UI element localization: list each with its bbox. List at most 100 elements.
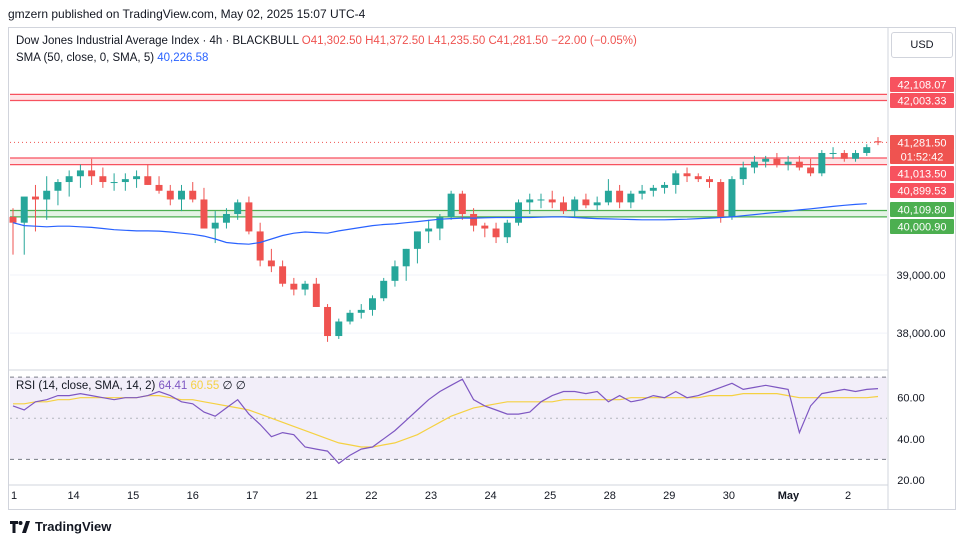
candle-body — [526, 199, 534, 203]
candle-body — [818, 152, 826, 174]
candle-body — [784, 161, 792, 165]
candle-body — [852, 152, 860, 159]
candle-body — [380, 280, 388, 299]
sma-legend[interactable]: SMA (50, close, 0, SMA, 5) 40,226.58 — [16, 52, 208, 64]
price-labels: 42,108.07 42,003.33 41,281.50 01:52:42 41,01… — [890, 77, 954, 234]
candle-body — [133, 176, 141, 180]
resistance-price-label-bg — [890, 77, 954, 92]
support-price-label-bg — [890, 202, 954, 217]
candle-body — [88, 170, 96, 177]
sma-label: SMA (50, close, 0, SMA, 5) — [16, 52, 155, 64]
candle-body — [672, 173, 680, 185]
candle-body — [121, 179, 129, 183]
candle-body — [863, 147, 871, 153]
candle-body — [773, 158, 781, 165]
time-tick-label: 25 — [544, 490, 556, 502]
rsi-sma-value: 60.55 — [190, 380, 220, 392]
candle-body — [582, 199, 590, 206]
candle-body — [166, 190, 174, 200]
close-value: C41,281.50 — [488, 35, 548, 47]
resistance-price-label: 41,013.50 — [898, 169, 947, 181]
candle-body — [436, 216, 444, 229]
chart-frame — [8, 27, 956, 510]
candle-body — [616, 190, 624, 203]
low-value: L41,235.50 — [427, 35, 486, 47]
rsi-legend[interactable]: RSI (14, close, SMA, 14, 2) 64.41 60.55 … — [16, 378, 246, 392]
candle-body — [571, 199, 579, 212]
main-legend: Dow Jones Industrial Average Index · 4h … — [16, 35, 637, 47]
candle-body — [99, 176, 107, 183]
time-tick-label: 21 — [306, 490, 318, 502]
candle-body — [548, 199, 556, 203]
high-value: H41,372.50 — [365, 35, 425, 47]
rsi-label: RSI (14, close, SMA, 14, 2) — [16, 380, 156, 392]
candle-body — [20, 196, 28, 223]
candle-body — [458, 193, 466, 214]
candle-body — [795, 161, 803, 168]
candle-body — [807, 167, 815, 174]
candle-body — [76, 170, 84, 177]
publisher-line: gmzern published on TradingView.com, May… — [8, 7, 366, 21]
candle-body — [144, 176, 152, 185]
candle-body — [706, 179, 713, 183]
candle-body — [649, 187, 657, 191]
candle-body — [537, 199, 545, 201]
candle-body — [245, 202, 253, 232]
tradingview-logo[interactable]: TradingView — [10, 519, 111, 534]
candle-body — [211, 222, 219, 229]
symbol-title: Dow Jones Industrial Average Index · 4h … — [16, 35, 299, 47]
open-value: O41,302.50 — [301, 35, 362, 47]
brand-name: TradingView — [35, 519, 112, 534]
time-tick-label: 24 — [484, 490, 496, 502]
candle-body — [503, 222, 511, 238]
time-tick-label: 2 — [845, 490, 851, 502]
candle-body — [447, 193, 455, 217]
candle-body — [335, 321, 343, 337]
candle-body — [155, 184, 163, 191]
price-tick-label: 38,000.00 — [897, 328, 946, 340]
resistance-zone — [10, 94, 887, 101]
time-tick-label: 23 — [425, 490, 437, 502]
candle-body — [368, 298, 376, 310]
candle-body — [279, 266, 287, 284]
candle-body — [717, 182, 725, 217]
candle-body — [357, 309, 365, 313]
candle-body — [267, 260, 275, 267]
candle-body — [515, 202, 523, 223]
last-price-label-bg — [890, 135, 954, 150]
resistance-price-label-bg — [890, 166, 954, 181]
candle-body — [593, 202, 601, 206]
candle-body — [189, 190, 197, 200]
candle-body — [840, 152, 848, 159]
sma-line — [12, 203, 867, 245]
candle-body — [683, 173, 691, 177]
support-price-label-bg — [890, 219, 954, 234]
candle-body — [874, 141, 882, 143]
resistance-price-label: 42,003.33 — [898, 96, 947, 108]
change-value: −22.00 (−0.05%) — [551, 35, 637, 47]
candle-body — [391, 266, 399, 281]
candle-body — [346, 312, 354, 322]
time-tick-label: 22 — [365, 490, 377, 502]
rsi-extra: ∅ ∅ — [222, 380, 246, 392]
grid — [10, 274, 887, 334]
tradingview-logo-icon — [10, 520, 30, 533]
candle-body — [200, 199, 208, 229]
rsi-tick-label: 40.00 — [897, 434, 925, 446]
candle-body — [31, 196, 39, 200]
currency-button[interactable]: USD — [891, 32, 953, 58]
candle-body — [470, 214, 478, 226]
candle-body — [604, 190, 612, 203]
candle-body — [762, 158, 770, 162]
rsi-line — [12, 378, 879, 465]
sma-50-line — [12, 203, 867, 245]
candle-body — [694, 176, 702, 180]
support-price-label: 40,000.90 — [898, 222, 947, 234]
candle-body — [425, 228, 433, 232]
candle-body — [492, 228, 500, 238]
candle-body — [9, 216, 17, 223]
candle-body — [413, 231, 421, 249]
candle-body — [739, 167, 747, 180]
rsi-tick-label: 60.00 — [897, 393, 925, 405]
